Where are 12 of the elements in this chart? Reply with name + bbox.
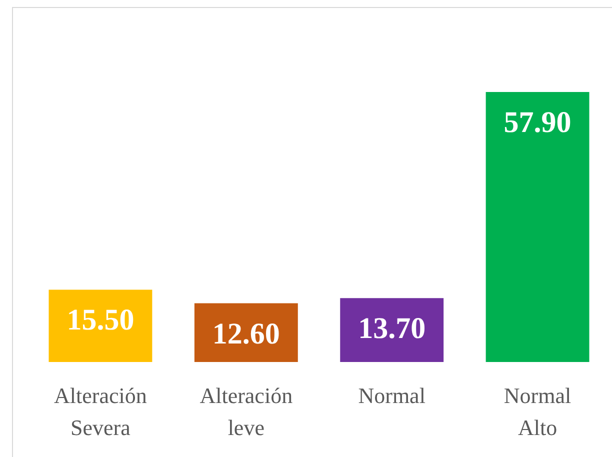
bar — [194, 303, 298, 362]
data-label: 57.90 — [504, 106, 572, 139]
data-label: 12.60 — [212, 318, 280, 351]
x-tick-label: Alteración Severa — [54, 383, 147, 440]
x-tick-label: Normal — [358, 383, 426, 408]
x-tick-label: Normal Alto — [504, 383, 572, 440]
bar — [48, 290, 152, 362]
data-label: 15.50 — [66, 304, 134, 337]
bar — [340, 298, 444, 362]
data-label: 13.70 — [358, 312, 426, 346]
x-tick-label: Alteración leve — [200, 383, 293, 440]
bar — [486, 92, 590, 362]
